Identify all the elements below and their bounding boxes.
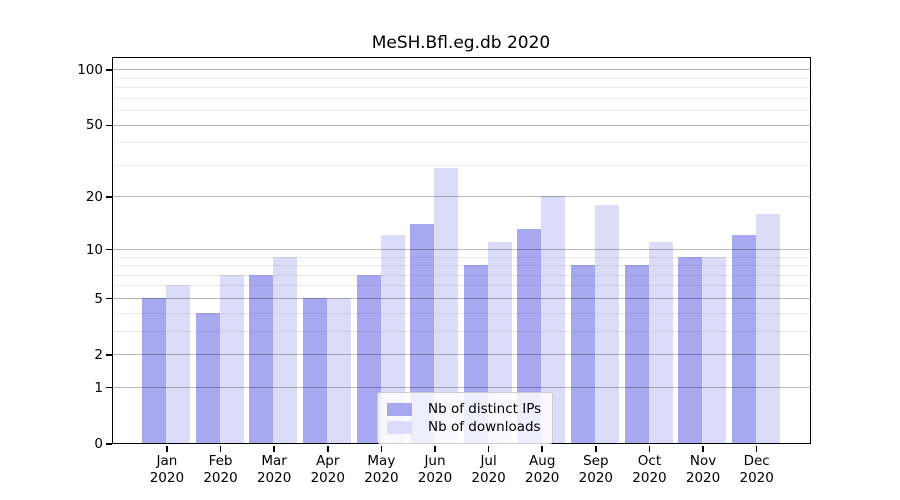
bar-downloads-feb	[219, 274, 244, 443]
legend-item: Nb of downloads	[387, 419, 541, 435]
x-tick-label: Feb 2020	[203, 452, 238, 486]
x-tick-label: Jan 2020	[149, 452, 185, 486]
x-tick-mark	[380, 445, 383, 452]
bar-distinct-ips-mar	[249, 274, 274, 443]
gridline-major	[112, 248, 810, 250]
x-tick-mark	[273, 445, 275, 452]
y-tick-mark	[105, 69, 112, 71]
x-tick-mark	[166, 445, 168, 452]
bar-distinct-ips-apr	[302, 297, 327, 443]
x-tick-mark	[702, 445, 704, 452]
x-tick-label: Jun 2020	[417, 452, 453, 486]
bar-distinct-ips-feb	[195, 312, 220, 443]
x-tick-label: Apr 2020	[310, 452, 345, 486]
x-tick-label: Jul 2020	[471, 452, 506, 486]
x-tick-mark	[326, 445, 329, 452]
gridline-major	[112, 69, 810, 71]
chart-title: MeSH.Bfl.eg.db 2020	[371, 33, 551, 53]
legend-label: Nb of distinct IPs	[428, 401, 542, 417]
bar-distinct-ips-jan	[142, 297, 167, 443]
x-tick-label: May 2020	[364, 452, 399, 486]
legend-item: Nb of distinct IPs	[387, 401, 541, 417]
bar-distinct-ips-may	[356, 274, 381, 443]
x-tick-label: Aug 2020	[525, 452, 560, 486]
bar-distinct-ips-dec	[731, 235, 756, 443]
x-tick-mark	[755, 445, 758, 452]
legend-label: Nb of downloads	[428, 419, 541, 435]
legend-swatch-downloads	[387, 420, 412, 434]
y-tick-label: 0	[94, 435, 103, 452]
y-tick-label: 20	[85, 189, 103, 206]
y-tick-mark	[105, 443, 112, 445]
gridline-minor	[112, 110, 810, 112]
plot-area	[111, 57, 811, 444]
gridline-minor	[112, 77, 810, 79]
bar-downloads-oct	[648, 241, 673, 443]
legend-swatch-distinct-ips	[387, 402, 412, 416]
y-tick-mark	[105, 386, 112, 389]
x-tick-label: Nov 2020	[685, 452, 721, 486]
bar-downloads-mar	[273, 256, 298, 443]
gridline-minor	[112, 164, 810, 166]
y-tick-label: 1	[94, 379, 103, 396]
bar-downloads-jan	[166, 285, 191, 443]
x-tick-label: Dec 2020	[739, 452, 774, 486]
bar-downloads-dec	[755, 213, 780, 443]
y-tick-label: 50	[85, 117, 103, 134]
bar-distinct-ips-oct	[624, 265, 649, 443]
x-tick-label: Oct 2020	[632, 452, 667, 486]
y-tick-label: 5	[94, 290, 103, 307]
y-tick-label: 100	[77, 62, 103, 78]
gridline-minor	[112, 87, 810, 89]
y-tick-mark	[105, 354, 112, 356]
bar-distinct-ips-sep	[571, 265, 596, 443]
bar-downloads-nov	[702, 256, 727, 443]
y-tick-mark	[105, 248, 112, 251]
bar-downloads-sep	[595, 204, 620, 443]
gridline-minor	[112, 142, 810, 144]
x-tick-mark	[219, 445, 222, 452]
gridline-major	[112, 196, 810, 198]
x-tick-label: Mar 2020	[256, 452, 292, 486]
y-tick-mark	[105, 124, 112, 127]
y-tick-mark	[105, 196, 112, 198]
y-tick-label: 2	[94, 346, 103, 363]
x-tick-mark	[541, 445, 544, 452]
bar-distinct-ips-nov	[678, 256, 703, 443]
x-tick-mark	[595, 445, 597, 452]
x-tick-mark	[487, 445, 490, 452]
gridline-minor	[112, 97, 810, 99]
plot-canvas	[112, 58, 810, 443]
x-tick-mark	[434, 445, 436, 452]
x-tick-label: Sep 2020	[578, 452, 613, 486]
y-tick-mark	[105, 297, 112, 300]
legend: Nb of distinct IPs Nb of downloads	[377, 392, 554, 444]
bar-downloads-apr	[326, 297, 351, 443]
gridline-major	[112, 124, 810, 126]
y-tick-label: 10	[85, 241, 103, 258]
x-tick-mark	[648, 445, 651, 452]
